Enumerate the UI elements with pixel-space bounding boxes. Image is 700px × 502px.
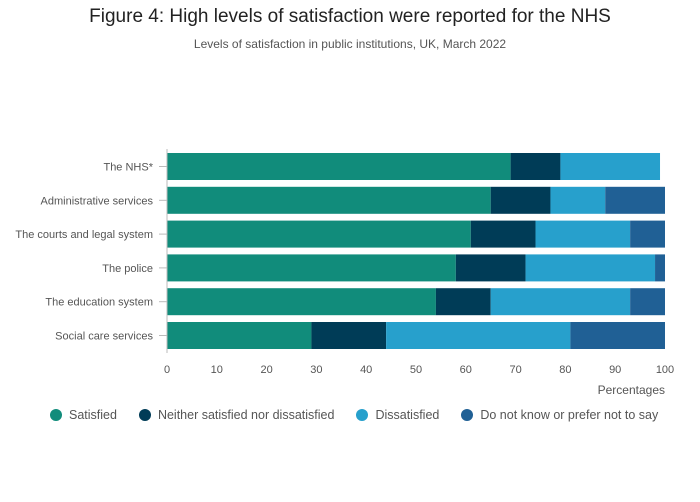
bar-segment [535, 220, 631, 248]
legend-item: Neither satisfied nor dissatisfied [138, 408, 335, 422]
chart-subtitle: Levels of satisfaction in public institu… [193, 37, 507, 51]
bar-segment [435, 288, 491, 316]
category-label: Social care services [55, 331, 153, 343]
chart-title: Figure 4: High levels of satisfaction we… [89, 6, 611, 27]
category-label: The police [102, 263, 153, 275]
chart-legend: Satisfied Neither satisfied nor dissatisf… [50, 408, 680, 422]
legend-swatch [50, 409, 62, 421]
bar-segment [167, 322, 312, 349]
legend-label: Dissatisfied [375, 408, 440, 422]
bar-segment [490, 288, 631, 316]
bar-segment [167, 153, 511, 180]
bar-segment [455, 254, 526, 282]
bar-segment [386, 322, 571, 349]
legend-swatch [138, 409, 151, 421]
x-axis-title: Percentages [598, 383, 665, 397]
x-tick-label: 100 [656, 364, 674, 376]
bar-segment [630, 220, 665, 248]
legend-label: Satisfied [69, 408, 117, 422]
bar-segment [630, 288, 665, 316]
x-tick-label: 40 [360, 364, 372, 376]
x-tick-label: 70 [509, 364, 521, 376]
bar-segment [560, 153, 661, 180]
legend-item: Do not know or prefer not to say [461, 408, 658, 422]
stacked-bar-chart: The NHS* Administrative services The court… [15, 149, 674, 397]
bar-segment [570, 322, 665, 349]
category-label: Administrative services [41, 195, 154, 207]
bar-segment [167, 288, 436, 316]
legend-swatch [356, 409, 369, 421]
legend-swatch [461, 409, 474, 421]
x-tick-label: 80 [559, 364, 571, 376]
x-tick-label: 90 [609, 364, 621, 376]
x-tick-label: 60 [460, 364, 472, 376]
legend-label: Neither satisfied nor dissatisfied [157, 408, 335, 422]
bar-segment [605, 186, 665, 214]
x-tick-label: 20 [260, 364, 272, 376]
category-label: The courts and legal system [15, 229, 153, 241]
x-tick-label: 10 [211, 364, 223, 376]
x-tick-label: 30 [310, 364, 322, 376]
bar-segment [167, 220, 471, 248]
bar-segment [167, 254, 456, 282]
bar-segment [655, 254, 665, 282]
bar-segment [490, 186, 551, 214]
category-label: The NHS* [103, 162, 153, 174]
category-label: The education system [45, 297, 153, 309]
bar-segment [167, 186, 491, 214]
legend-item: Satisfied [50, 408, 117, 422]
legend-item: Dissatisfied [356, 408, 439, 422]
x-tick-label: 50 [410, 364, 422, 376]
bar-segment [311, 322, 387, 349]
legend-label: Do not know or prefer not to say [480, 408, 659, 422]
bar-segment [510, 153, 561, 180]
bar-segment [550, 186, 606, 214]
x-tick-label: 0 [164, 364, 170, 376]
bar-segment [470, 220, 536, 248]
bar-segment [525, 254, 656, 282]
